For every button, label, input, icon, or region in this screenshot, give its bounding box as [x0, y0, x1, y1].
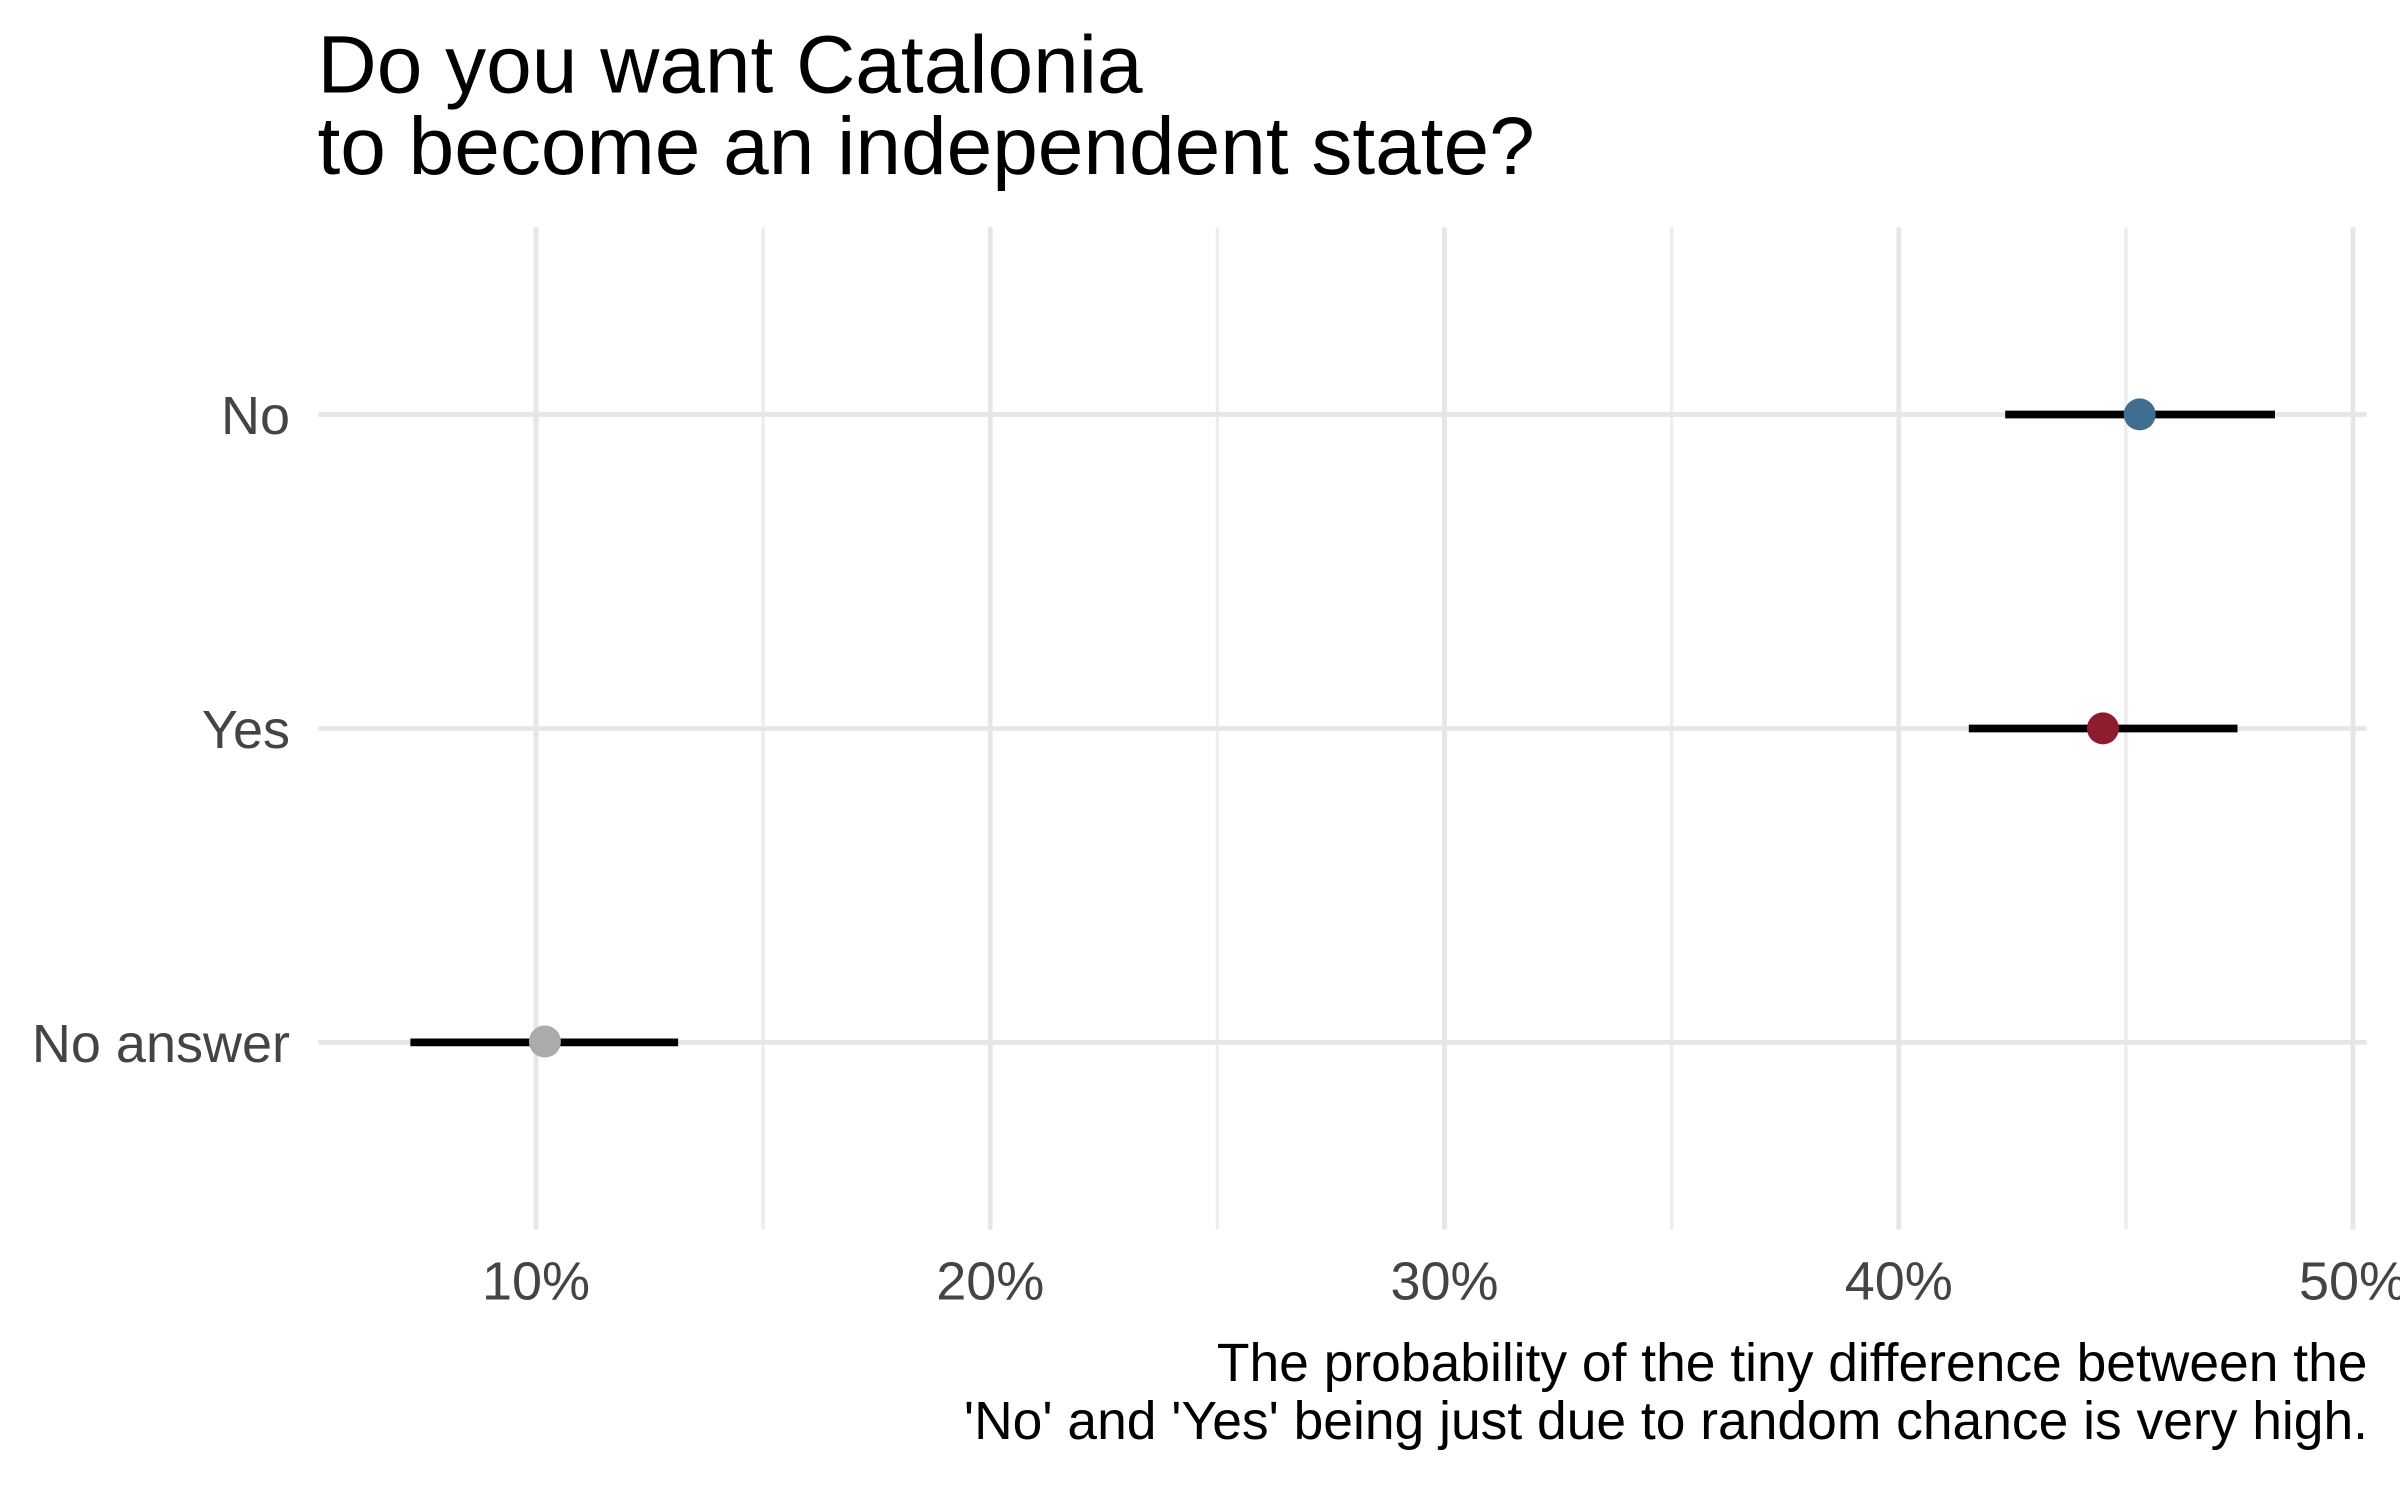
svg-text:Yes: Yes [202, 700, 290, 760]
svg-text:No: No [221, 386, 290, 446]
svg-text:50%: 50% [2299, 1251, 2400, 1311]
svg-text:Do you want Catalonia: Do you want Catalonia [318, 19, 1143, 110]
svg-text:No answer: No answer [32, 1014, 290, 1074]
svg-text:The probability of the tiny di: The probability of the tiny difference b… [1217, 1334, 2368, 1393]
svg-text:'No' and 'Yes' being just due: 'No' and 'Yes' being just due to random … [964, 1392, 2368, 1451]
svg-text:10%: 10% [482, 1251, 590, 1311]
svg-text:40%: 40% [1845, 1251, 1953, 1311]
svg-text:20%: 20% [936, 1251, 1044, 1311]
svg-text:30%: 30% [1390, 1251, 1498, 1311]
svg-text:to become an independent state: to become an independent state? [318, 101, 1535, 192]
